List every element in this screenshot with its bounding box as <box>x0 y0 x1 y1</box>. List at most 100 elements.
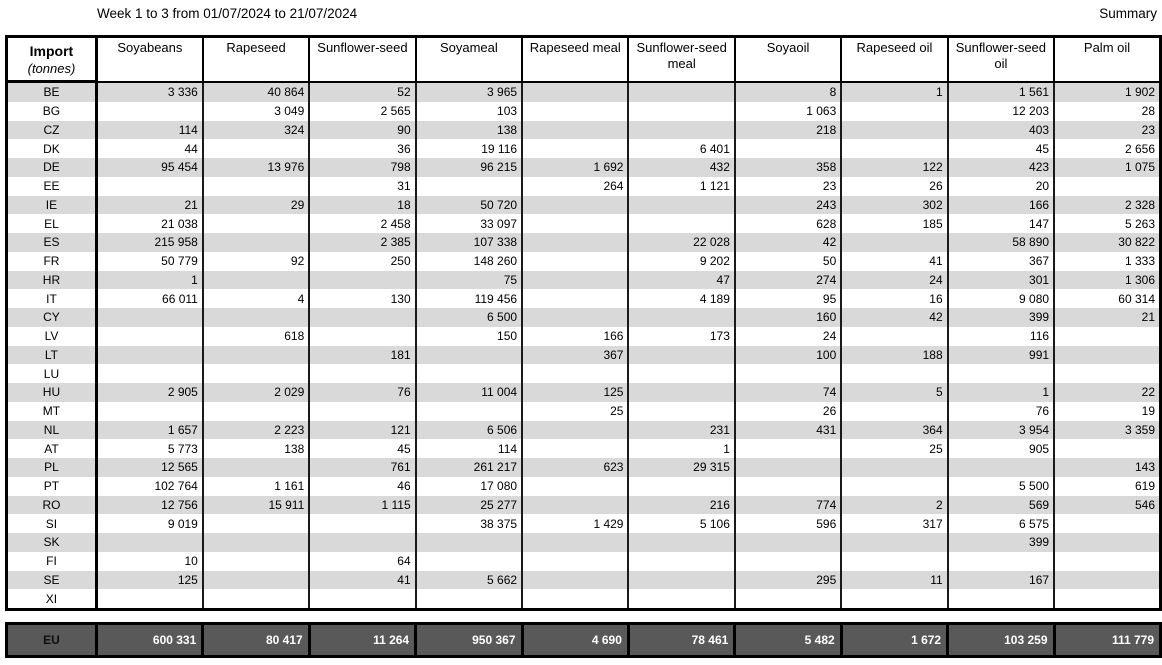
value-cell: 28 <box>1053 101 1162 121</box>
value-cell: 295 <box>733 570 843 590</box>
value-cell <box>95 101 204 121</box>
value-cell: 116 <box>946 326 1056 346</box>
value-cell <box>840 589 949 610</box>
corner-cell: Import (tonnes) <box>5 35 98 83</box>
value-cell: 3 965 <box>414 81 524 102</box>
value-cell: 358 <box>733 158 843 177</box>
table-row: FI 10 64 <box>5 551 1162 571</box>
value-cell: 52 <box>308 81 417 102</box>
value-cell <box>627 551 736 571</box>
value-cell <box>521 495 630 515</box>
value-cell: 21 038 <box>95 214 204 233</box>
value-cell <box>201 514 311 533</box>
value-cell <box>201 589 311 610</box>
value-cell <box>627 476 736 496</box>
value-cell: 29 315 <box>627 458 736 477</box>
value-cell: 9 080 <box>946 289 1056 308</box>
value-cell: 188 <box>840 345 949 365</box>
value-cell <box>308 514 417 533</box>
value-cell: 50 779 <box>95 251 204 271</box>
report-title: Week 1 to 3 from 01/07/2024 to 21/07/202… <box>97 6 358 21</box>
value-cell: 66 011 <box>95 289 204 308</box>
value-cell <box>201 364 311 383</box>
value-cell <box>521 289 630 308</box>
total-row: EU 600 331 80 417 11 264 950 367 4 690 78 461… <box>5 622 1162 658</box>
value-cell: 2 565 <box>308 101 417 121</box>
value-cell: 1 075 <box>1053 158 1162 177</box>
total-value-cell: 600 331 <box>94 622 205 658</box>
value-cell <box>627 101 736 121</box>
value-cell: 36 <box>308 139 417 158</box>
value-cell <box>521 308 630 327</box>
value-cell: 1 063 <box>733 101 843 121</box>
value-cell <box>95 589 204 610</box>
value-cell: 4 189 <box>627 289 736 308</box>
value-cell <box>1053 514 1162 533</box>
value-cell <box>627 570 736 590</box>
value-cell: 1 <box>95 270 204 290</box>
value-cell: 119 456 <box>414 289 524 308</box>
value-cell: 324 <box>201 120 311 140</box>
value-cell: 3 954 <box>946 420 1056 440</box>
value-cell <box>627 81 736 102</box>
value-cell: 218 <box>733 120 843 140</box>
value-cell: 18 <box>308 195 417 215</box>
value-cell: 23 <box>733 176 843 196</box>
value-cell <box>201 214 311 233</box>
table-row: HU 2 905 2 029 76 11 004 125 74 5 1 22 <box>5 383 1162 402</box>
table-row: BG 3 049 2 565 103 1 063 12 203 28 <box>5 101 1162 121</box>
value-cell: 274 <box>733 270 843 290</box>
value-cell: 138 <box>414 120 524 140</box>
value-cell: 125 <box>95 570 204 590</box>
value-cell: 31 <box>308 176 417 196</box>
country-cell: PT <box>5 476 98 496</box>
total-value-cell: 103 259 <box>946 622 1056 658</box>
value-cell <box>946 551 1056 571</box>
value-cell <box>627 589 736 610</box>
value-cell: 1 121 <box>627 176 736 196</box>
value-cell: 8 <box>733 81 843 102</box>
value-cell: 33 097 <box>414 214 524 233</box>
value-cell: 46 <box>308 476 417 496</box>
column-header: Soyameal <box>414 35 524 83</box>
table-row: XI <box>5 589 1162 610</box>
value-cell: 26 <box>733 401 843 421</box>
value-cell: 623 <box>521 458 630 477</box>
country-cell: IE <box>5 195 98 215</box>
value-cell <box>95 326 204 346</box>
value-cell <box>95 176 204 196</box>
value-cell <box>627 364 736 383</box>
value-cell: 29 <box>201 195 311 215</box>
value-cell: 264 <box>521 176 630 196</box>
value-cell <box>308 401 417 421</box>
table-row: LT 181 367 100 188 991 <box>5 345 1162 365</box>
value-cell: 90 <box>308 120 417 140</box>
country-cell: LU <box>5 364 98 383</box>
value-cell: 24 <box>840 270 949 290</box>
value-cell <box>627 214 736 233</box>
value-cell <box>521 101 630 121</box>
country-cell: LV <box>5 326 98 346</box>
value-cell <box>95 401 204 421</box>
value-cell: 302 <box>840 195 949 215</box>
value-cell: 41 <box>308 570 417 590</box>
country-cell: MT <box>5 401 98 421</box>
total-value-cell: 4 690 <box>520 622 630 658</box>
value-cell: 250 <box>308 251 417 271</box>
value-cell <box>946 364 1056 383</box>
table-row: LU <box>5 364 1162 383</box>
value-cell <box>1053 439 1162 458</box>
value-cell <box>1053 551 1162 571</box>
value-cell: 1 429 <box>521 514 630 533</box>
value-cell: 95 <box>733 289 843 308</box>
value-cell: 399 <box>946 533 1056 552</box>
value-cell: 24 <box>733 326 843 346</box>
value-cell: 95 454 <box>95 158 204 177</box>
country-cell: XI <box>5 589 98 610</box>
table-row: IE 21 29 18 50 720 243 302 166 2 328 <box>5 195 1162 215</box>
value-cell: 6 575 <box>946 514 1056 533</box>
table-row: SI 9 019 38 375 1 429 5 106 596 317 6 575 <box>5 514 1162 533</box>
value-cell: 21 <box>1053 308 1162 327</box>
value-cell <box>733 533 843 552</box>
value-cell <box>627 401 736 421</box>
